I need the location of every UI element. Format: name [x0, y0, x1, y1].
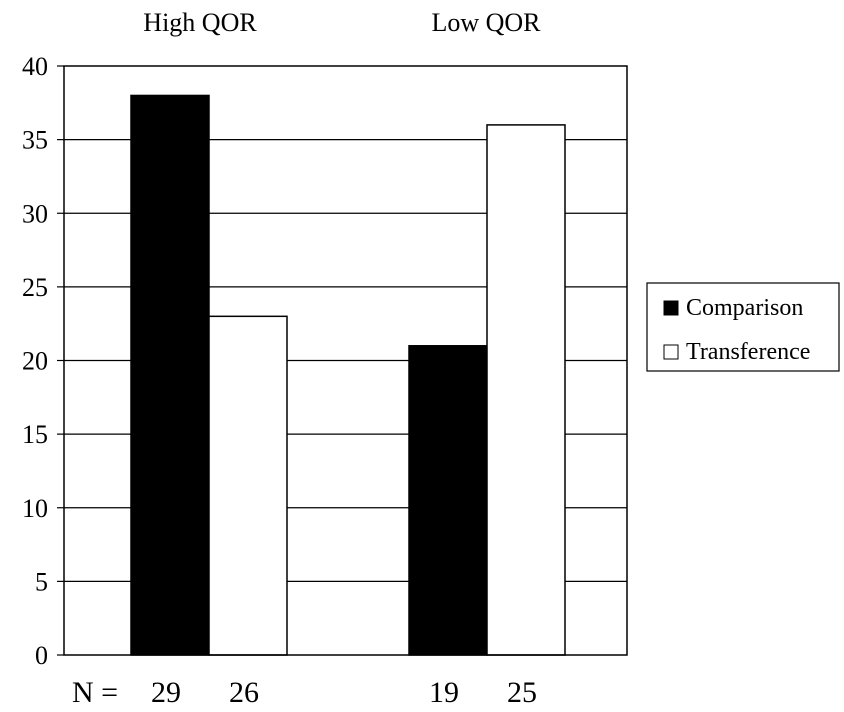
sample-size-labels: N = 29 26 19 25	[72, 676, 537, 709]
category-label-high-qor: High QOR	[143, 8, 257, 37]
y-axis-ticks: 0 5 10 15 20 25 30 35 40	[22, 52, 64, 670]
category-labels: High QOR Low QOR	[143, 8, 541, 37]
n-value-high-qor-transference: 26	[229, 676, 259, 709]
y-tick-label-20: 20	[22, 347, 48, 376]
y-tick-label-40: 40	[22, 52, 48, 81]
n-value-low-qor-comparison: 19	[429, 676, 459, 709]
legend-label-comparison: Comparison	[686, 295, 803, 321]
y-tick-label-25: 25	[22, 273, 48, 302]
bar-low-qor-comparison	[408, 345, 488, 656]
y-tick-label-35: 35	[22, 126, 48, 155]
bar-high-qor-comparison	[130, 94, 210, 656]
legend-swatch-comparison	[663, 300, 679, 316]
legend-label-transference: Transference	[686, 339, 810, 365]
legend-box	[646, 282, 840, 372]
y-tick-label-15: 15	[22, 420, 48, 449]
y-tick-label-10: 10	[22, 494, 48, 523]
bar-high-qor-transference	[208, 315, 288, 656]
y-tick-label-5: 5	[35, 567, 48, 596]
legend: Comparison Transference	[646, 282, 840, 372]
y-tick-label-0: 0	[35, 641, 48, 670]
category-label-low-qor: Low QOR	[431, 8, 541, 37]
n-value-low-qor-transference: 25	[507, 676, 537, 709]
legend-swatch-transference	[663, 344, 679, 360]
bar-low-qor-transference	[486, 124, 566, 656]
n-value-high-qor-comparison: 29	[151, 676, 181, 709]
y-tick-label-30: 30	[22, 199, 48, 228]
n-prefix-label: N =	[72, 676, 118, 709]
bars	[130, 94, 566, 656]
